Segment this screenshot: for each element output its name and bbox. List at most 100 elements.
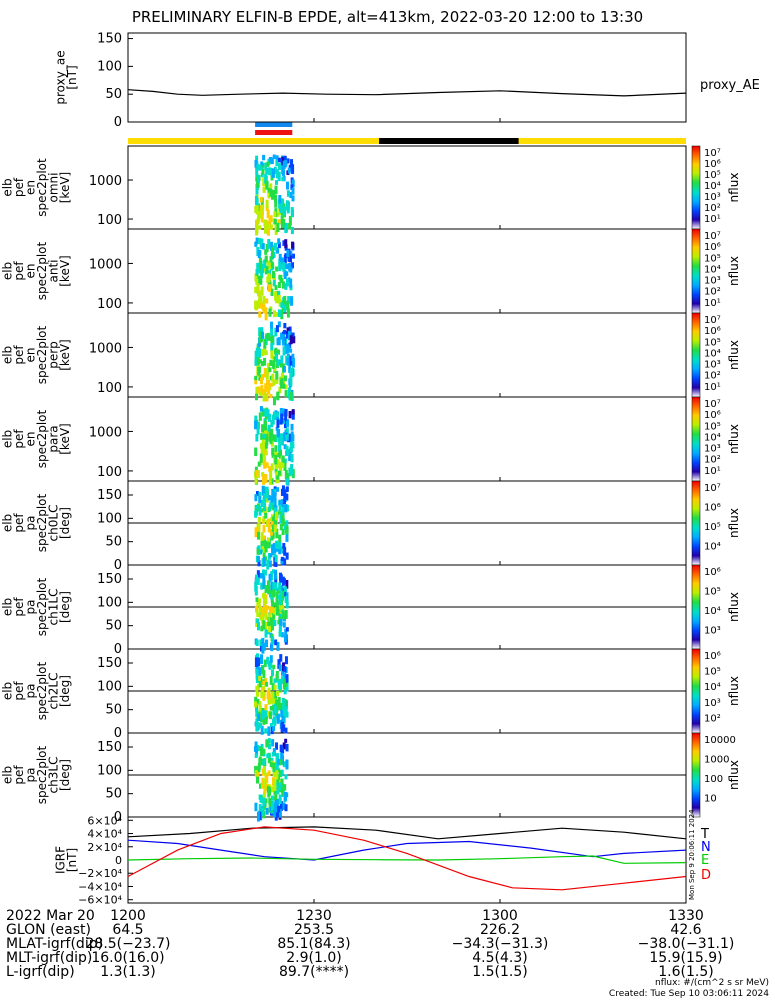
spectrogram-cell <box>281 610 285 619</box>
colorbar <box>691 648 701 734</box>
spectrogram-cell <box>254 379 258 385</box>
spectrogram-cell <box>275 783 279 791</box>
spectrogram-cell <box>269 189 273 197</box>
spectrogram-cell <box>277 768 281 773</box>
spectrogram-cell <box>258 704 262 713</box>
colorbar-tick-label: 10000 <box>704 735 736 746</box>
spectrogram-cell <box>262 474 266 485</box>
spectrogram-cell <box>276 212 280 217</box>
spectrogram-cell <box>257 366 261 376</box>
colorbar <box>691 564 701 650</box>
spectrogram-cell <box>274 511 278 521</box>
spectrogram-cell <box>262 759 266 766</box>
spectrogram-cell <box>271 436 275 441</box>
spectrogram-cell <box>281 590 285 599</box>
spectrogram-cell <box>286 204 290 214</box>
ephemeris-row-label: GLON (east) <box>6 922 91 938</box>
panel-ylabel: pa <box>23 600 37 615</box>
ephemeris-value: 85.1(84.3) <box>277 936 351 952</box>
spectrogram-cell <box>271 168 275 178</box>
spectrogram-cell <box>273 678 277 683</box>
spectrogram-cell <box>270 335 274 345</box>
ephemeris-value: 226.2 <box>479 922 521 938</box>
spectrogram-cell <box>281 547 285 554</box>
spectrogram-cell <box>260 172 264 178</box>
spectrogram-cell <box>267 770 271 777</box>
spectrogram-cell <box>259 644 263 652</box>
ephemeris-value: 1.3(1.3) <box>100 964 156 980</box>
colorbar-label: nflux <box>727 340 741 370</box>
panel-ylabel: proxy_ae <box>53 50 67 104</box>
spectrogram-cell <box>279 605 283 611</box>
panel-ylabel: pef <box>12 177 26 197</box>
spectrogram-cell <box>291 179 295 188</box>
spectrogram-cell <box>261 374 265 381</box>
spectrogram-cell <box>285 552 289 560</box>
y-tick-label: 100 <box>97 679 122 694</box>
spectrogram-cell <box>268 573 272 582</box>
spectrogram-cell <box>282 543 286 549</box>
spectrogram-cell <box>278 262 282 272</box>
spectrogram-cell <box>269 617 273 626</box>
spectrogram-cell <box>273 788 277 796</box>
spectrogram-cell <box>285 674 289 683</box>
spectrogram-cell <box>280 752 284 762</box>
colorbar-tick-label: 10⁵ <box>704 170 721 181</box>
spectrogram-cell <box>261 242 265 250</box>
spectrogram-cell <box>263 486 267 494</box>
spectrogram-cell <box>264 427 268 435</box>
spectrogram-cell <box>283 672 287 679</box>
colorbar-tick-label: 10¹ <box>704 214 721 225</box>
ephemeris-value: 1330 <box>668 908 704 924</box>
spectrogram-cell <box>289 465 293 476</box>
spectrogram-cell <box>260 654 264 665</box>
spectrogram-cell <box>285 759 289 770</box>
y-tick-label: 150 <box>97 740 122 755</box>
spectrogram-cell <box>261 644 265 654</box>
spectrogram-cell <box>283 688 287 695</box>
spectrogram-cell <box>282 761 286 768</box>
panel-ylabel: [deg] <box>58 759 72 791</box>
spectrogram-cell <box>280 769 284 777</box>
spectrogram-cell <box>288 342 292 349</box>
spectrogram-cell <box>257 713 261 721</box>
ephemeris-row-label: 2022 Mar 20 <box>6 908 95 924</box>
spectrogram-cell <box>277 773 281 781</box>
colorbar-tick-label: 100 <box>704 774 723 785</box>
spectrogram-cell <box>263 265 267 272</box>
spectrogram-cell <box>254 765 258 774</box>
spectrogram-cell <box>263 784 267 789</box>
panel-ylabel: spec2plot <box>35 493 49 552</box>
panel-frame <box>127 228 687 314</box>
spectrogram-cell <box>262 778 266 784</box>
spectrogram-cell <box>265 244 269 253</box>
spectrogram-cell <box>277 434 281 443</box>
spectrogram-cell <box>282 802 286 810</box>
y-tick-label: 50 <box>105 619 122 634</box>
spectrogram-cell <box>256 811 260 822</box>
spectrogram-cell <box>271 739 275 747</box>
ephemeris-value: 15.9(15.9) <box>649 950 723 966</box>
spectrogram-cell <box>271 447 275 456</box>
spectrogram-cell <box>259 783 263 789</box>
spectrogram-cell <box>264 307 268 313</box>
spectrogram-cell <box>281 518 285 527</box>
spectrogram-cell <box>258 675 262 681</box>
y-tick-label: 100 <box>97 381 122 396</box>
spectrogram-cell <box>256 262 260 272</box>
spectrogram-cell <box>263 367 267 378</box>
spectrogram-cell <box>274 454 278 465</box>
y-tick-label: 100 <box>97 511 122 526</box>
spectrogram-cell <box>272 310 276 318</box>
ephemeris-value: −38.0(−31.1) <box>637 936 735 952</box>
y-tick-label: 0 <box>114 642 122 657</box>
spectrogram-cell <box>282 498 286 504</box>
spectrogram-cell <box>282 366 286 373</box>
spectrogram-cell <box>265 375 269 380</box>
spectrogram-cell <box>271 546 275 555</box>
spectrogram-cell <box>269 706 273 711</box>
spectrogram-cell <box>276 777 280 785</box>
spectrogram-cell <box>273 524 277 533</box>
spectrogram-cell <box>262 556 266 567</box>
spectrogram-cell <box>258 679 262 688</box>
